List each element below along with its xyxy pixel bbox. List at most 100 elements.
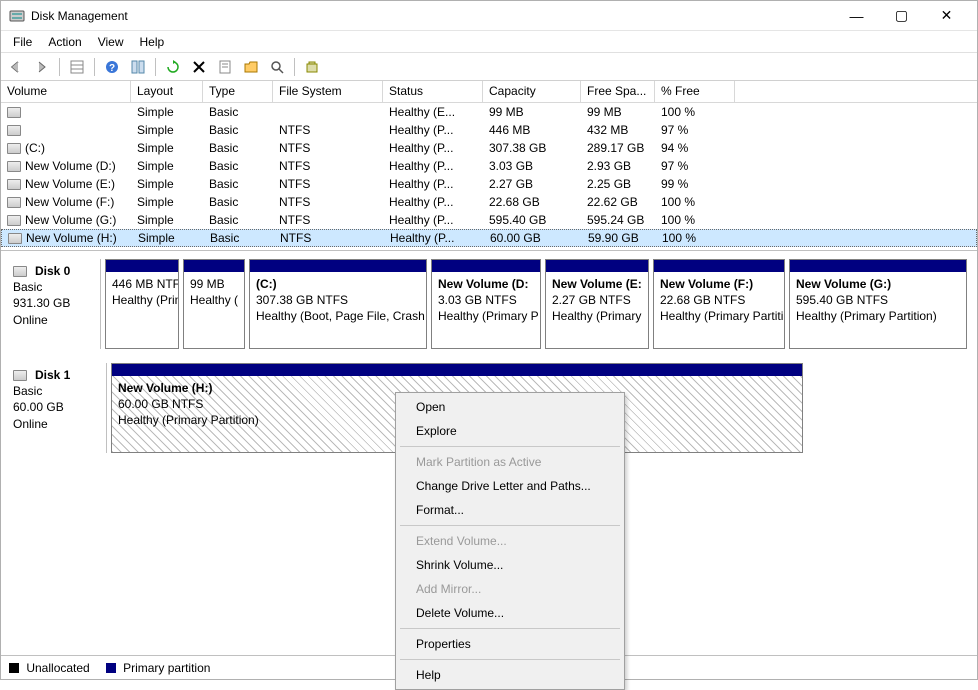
help-icon[interactable]: ? (101, 56, 123, 78)
partition[interactable]: New Volume (G:)595.40 GB NTFSHealthy (Pr… (789, 259, 967, 349)
cell: Healthy (P... (384, 230, 484, 246)
partition[interactable]: (C:)307.38 GB NTFSHealthy (Boot, Page Fi… (249, 259, 427, 349)
cell: (C:) (1, 140, 131, 156)
cell: Simple (132, 230, 204, 246)
settings-icon[interactable] (301, 56, 323, 78)
menu-separator (400, 659, 620, 660)
cell: 94 % (655, 140, 735, 156)
forward-button[interactable] (31, 56, 53, 78)
search-icon[interactable] (266, 56, 288, 78)
volume-list-header: VolumeLayoutTypeFile SystemStatusCapacit… (1, 81, 977, 103)
cell: 22.62 GB (581, 194, 655, 210)
toolbar: ? (1, 53, 977, 81)
partition[interactable]: New Volume (E:2.27 GB NTFSHealthy (Prima… (545, 259, 649, 349)
partition-header (654, 260, 784, 272)
volume-row[interactable]: New Volume (D:)SimpleBasicNTFSHealthy (P… (1, 157, 977, 175)
cell: New Volume (G:) (1, 212, 131, 228)
column-header[interactable]: % Free (655, 81, 735, 102)
cell: 2.93 GB (581, 158, 655, 174)
cell: NTFS (273, 176, 383, 192)
volume-list: VolumeLayoutTypeFile SystemStatusCapacit… (1, 81, 977, 251)
cell: Basic (203, 212, 273, 228)
disk-icon (13, 370, 27, 381)
view-icon[interactable] (66, 56, 88, 78)
cell: Healthy (P... (383, 212, 483, 228)
partition[interactable]: New Volume (D:3.03 GB NTFSHealthy (Prima… (431, 259, 541, 349)
menu-file[interactable]: File (5, 33, 40, 51)
partition-header (546, 260, 648, 272)
context-menu-item[interactable]: Change Drive Letter and Paths... (398, 474, 622, 498)
column-header[interactable]: Status (383, 81, 483, 102)
cell: Healthy (P... (383, 122, 483, 138)
partition-header (184, 260, 244, 272)
disk-info[interactable]: Disk 0Basic931.30 GBOnline (7, 259, 101, 349)
delete-icon[interactable] (188, 56, 210, 78)
maximize-button[interactable]: ▢ (879, 2, 924, 30)
cell: Healthy (E... (383, 104, 483, 120)
svg-text:?: ? (109, 63, 115, 74)
column-header[interactable]: File System (273, 81, 383, 102)
menu-separator (400, 628, 620, 629)
cell: 59.90 GB (582, 230, 656, 246)
titlebar[interactable]: Disk Management — ▢ ✕ (1, 1, 977, 31)
refresh-icon[interactable] (162, 56, 184, 78)
close-button[interactable]: ✕ (924, 2, 969, 30)
context-menu-item[interactable]: Shrink Volume... (398, 553, 622, 577)
context-menu-item[interactable]: Delete Volume... (398, 601, 622, 625)
cell: 99 MB (581, 104, 655, 120)
cell: Basic (204, 230, 274, 246)
cell: Simple (131, 140, 203, 156)
properties-icon[interactable] (214, 56, 236, 78)
volume-row[interactable]: SimpleBasicNTFSHealthy (P...446 MB432 MB… (1, 121, 977, 139)
volume-row[interactable]: New Volume (E:)SimpleBasicNTFSHealthy (P… (1, 175, 977, 193)
folder-icon[interactable] (240, 56, 262, 78)
context-menu-item: Add Mirror... (398, 577, 622, 601)
menu-help[interactable]: Help (132, 33, 173, 51)
cell: New Volume (H:) (2, 230, 132, 246)
context-menu-item[interactable]: Explore (398, 419, 622, 443)
column-header[interactable]: Volume (1, 81, 131, 102)
partition-header (106, 260, 178, 272)
column-header[interactable]: Layout (131, 81, 203, 102)
cell: 60.00 GB (484, 230, 582, 246)
partition[interactable]: New Volume (F:)22.68 GB NTFSHealthy (Pri… (653, 259, 785, 349)
partition[interactable]: 446 MB NTFSHealthy (Prim (105, 259, 179, 349)
volume-row[interactable]: New Volume (F:)SimpleBasicNTFSHealthy (P… (1, 193, 977, 211)
context-menu-item[interactable]: Properties (398, 632, 622, 656)
context-menu-item[interactable]: Format... (398, 498, 622, 522)
partition-body: New Volume (D:3.03 GB NTFSHealthy (Prima… (432, 272, 540, 348)
cell: Simple (131, 104, 203, 120)
cell: NTFS (273, 122, 383, 138)
cell: 99 MB (483, 104, 581, 120)
volume-row[interactable]: New Volume (G:)SimpleBasicNTFSHealthy (P… (1, 211, 977, 229)
menubar: FileActionViewHelp (1, 31, 977, 53)
menu-separator (400, 525, 620, 526)
context-menu-item[interactable]: Help (398, 663, 622, 687)
column-header[interactable]: Free Spa... (581, 81, 655, 102)
minimize-button[interactable]: — (834, 2, 879, 30)
cell: Simple (131, 158, 203, 174)
partition-body: New Volume (G:)595.40 GB NTFSHealthy (Pr… (790, 272, 966, 348)
partition[interactable]: 99 MBHealthy ( (183, 259, 245, 349)
back-button[interactable] (5, 56, 27, 78)
cell: Healthy (P... (383, 176, 483, 192)
panel-icon[interactable] (127, 56, 149, 78)
cell: NTFS (273, 194, 383, 210)
cell: 595.24 GB (581, 212, 655, 228)
cell: 446 MB (483, 122, 581, 138)
cell: Simple (131, 194, 203, 210)
menu-view[interactable]: View (90, 33, 132, 51)
column-header[interactable]: Capacity (483, 81, 581, 102)
window-title: Disk Management (31, 9, 834, 23)
cell: Healthy (P... (383, 194, 483, 210)
volume-list-body: SimpleBasicHealthy (E...99 MB99 MB100 %S… (1, 103, 977, 247)
volume-row[interactable]: New Volume (H:)SimpleBasicNTFSHealthy (P… (1, 229, 977, 247)
context-menu-item[interactable]: Open (398, 395, 622, 419)
disk-info[interactable]: Disk 1Basic60.00 GBOnline (7, 363, 107, 453)
volume-row[interactable]: SimpleBasicHealthy (E...99 MB99 MB100 % (1, 103, 977, 121)
menu-action[interactable]: Action (40, 33, 89, 51)
cell: 97 % (655, 158, 735, 174)
cell: Simple (131, 176, 203, 192)
column-header[interactable]: Type (203, 81, 273, 102)
volume-row[interactable]: (C:)SimpleBasicNTFSHealthy (P...307.38 G… (1, 139, 977, 157)
